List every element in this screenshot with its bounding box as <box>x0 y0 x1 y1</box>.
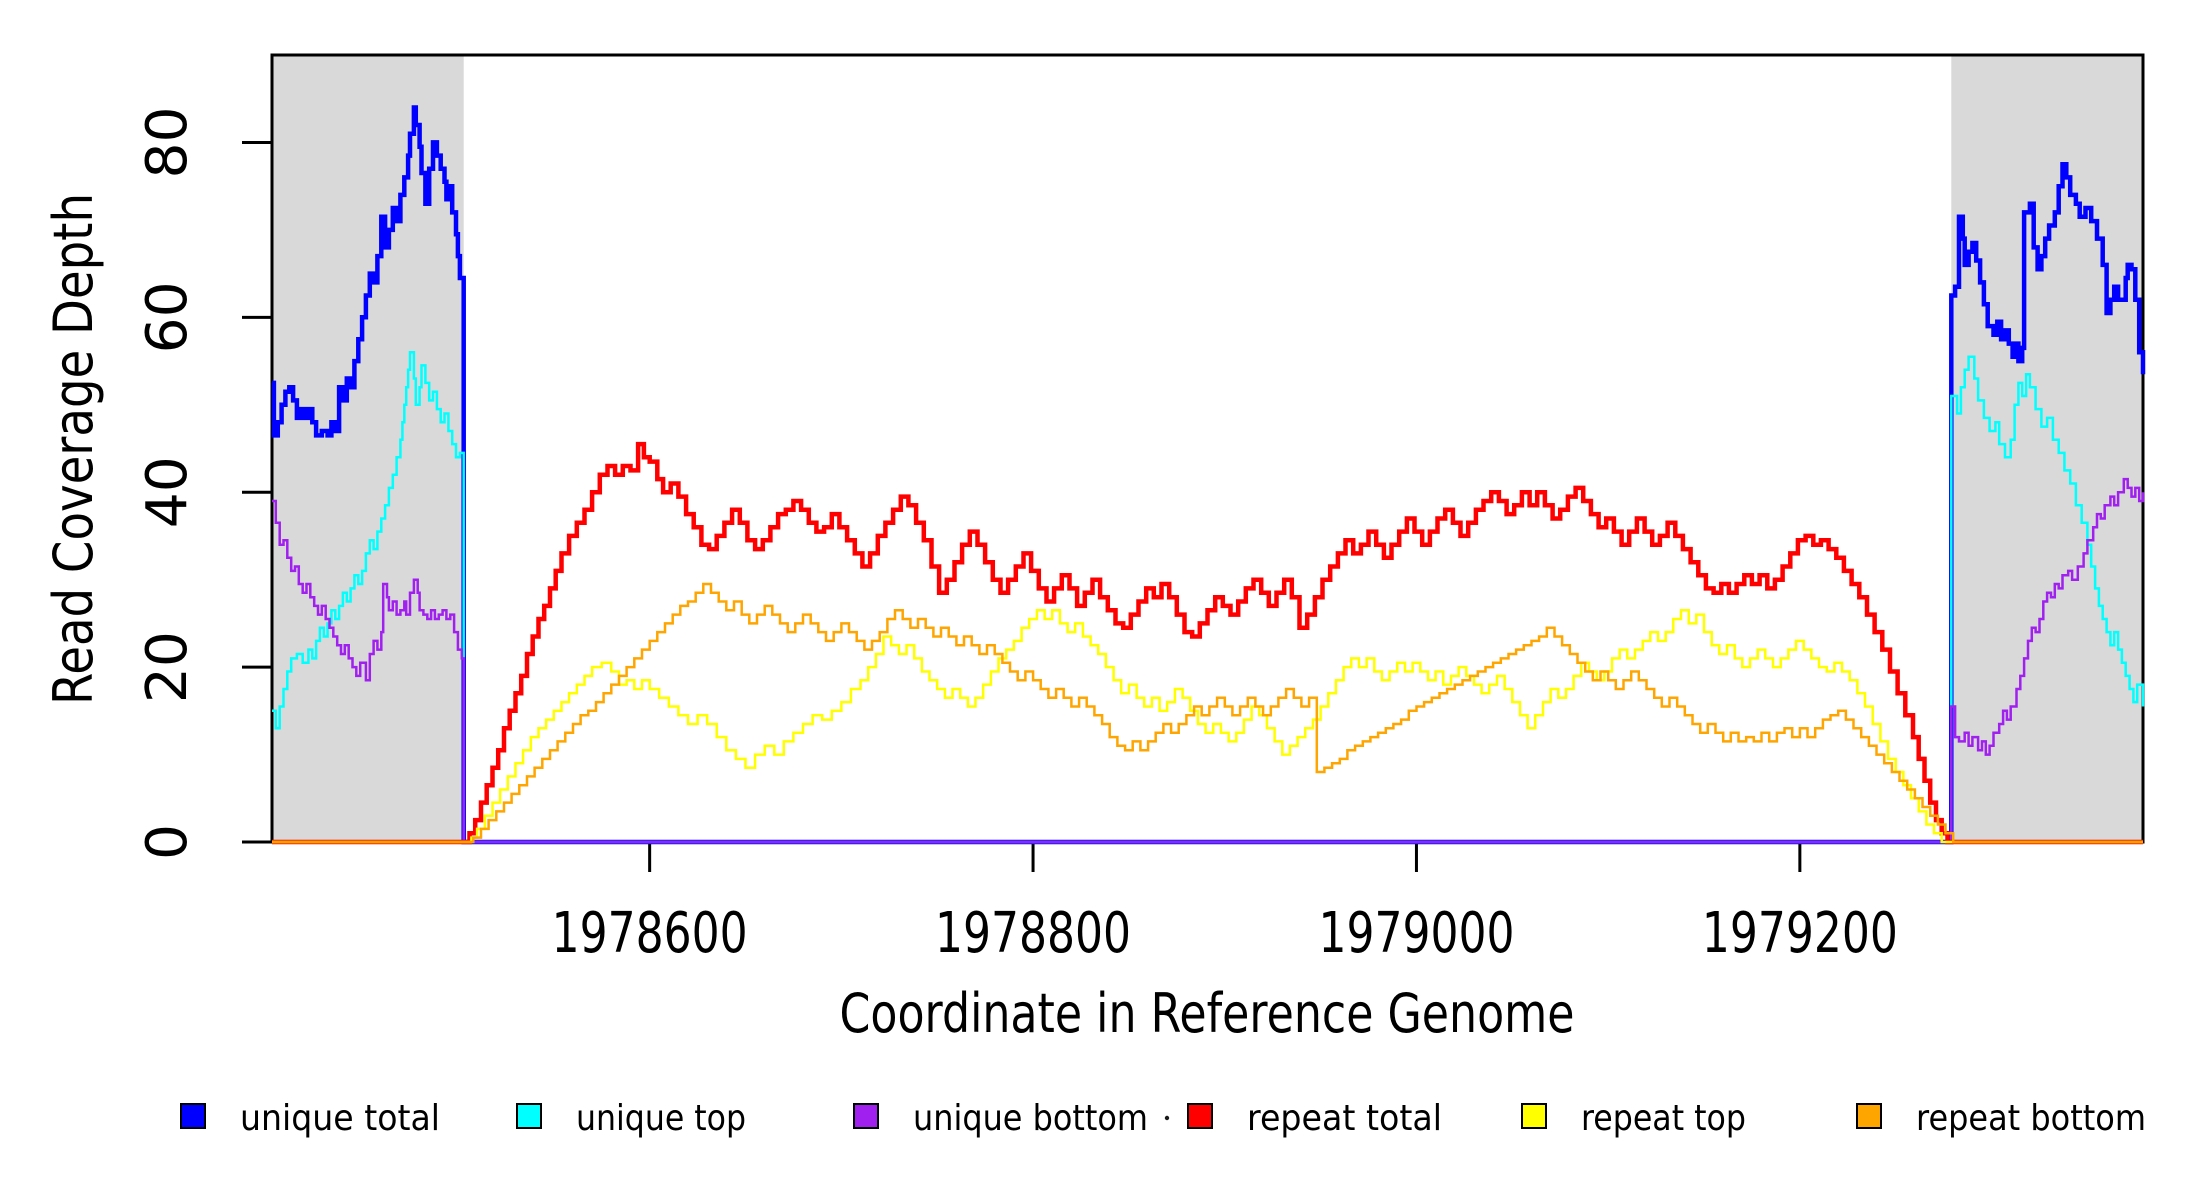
y-axis-tick-label: 0 <box>135 824 200 860</box>
x-axis-title: Coordinate in Reference Genome <box>840 982 1575 1045</box>
legend-label-unique-top: unique top <box>576 1098 746 1139</box>
legend-swatch-repeat-bottom[interactable] <box>1856 1103 1882 1129</box>
legend-label-repeat-total: repeat total <box>1247 1098 1442 1139</box>
y-axis-tick-label: 20 <box>135 631 200 703</box>
series-repeat-top <box>272 609 2143 844</box>
legend-swatch-repeat-top[interactable] <box>1521 1103 1547 1129</box>
legend-label-repeat-bottom: repeat bottom <box>1916 1098 2146 1139</box>
legend-label-repeat-top: repeat top <box>1581 1098 1746 1139</box>
legend-swatch-unique-total[interactable] <box>180 1103 206 1129</box>
x-axis-tick-label: 1979000 <box>1318 901 1514 966</box>
y-axis-tick-label: 80 <box>135 106 200 178</box>
y-axis-tick-label: 40 <box>135 456 200 528</box>
legend-label-unique-bottom: unique bottom <box>913 1098 1148 1139</box>
series-unique-total <box>271 105 2146 845</box>
shaded-region-right <box>1951 55 2143 842</box>
y-axis-tick-label: 60 <box>135 281 200 353</box>
legend-swatch-unique-bottom[interactable] <box>853 1103 879 1129</box>
series-unique-bottom <box>272 477 2145 844</box>
legend-swatch-unique-top[interactable] <box>516 1103 542 1129</box>
x-axis-tick-label: 1978800 <box>935 901 1131 966</box>
plot-frame <box>270 53 2145 844</box>
stray-dot <box>1164 1115 1170 1121</box>
x-axis-tick-label: 1979200 <box>1702 901 1898 966</box>
y-axis-title: Read Coverage Depth <box>42 193 105 705</box>
series-repeat-bottom <box>272 582 2143 844</box>
shaded-region-left <box>272 55 464 842</box>
series-repeat-total <box>272 441 2143 845</box>
x-axis-tick-label: 1978600 <box>552 901 748 966</box>
legend-label-unique-total: unique total <box>240 1098 440 1139</box>
legend-swatch-repeat-total[interactable] <box>1187 1103 1213 1129</box>
series-unique-top <box>272 351 2145 844</box>
